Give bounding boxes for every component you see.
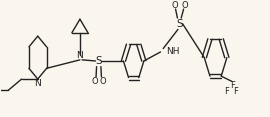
- Text: NH: NH: [166, 48, 180, 56]
- Text: S: S: [176, 19, 183, 29]
- Text: N: N: [34, 79, 41, 88]
- Text: N: N: [77, 51, 83, 60]
- Text: O: O: [99, 77, 106, 86]
- Text: F: F: [231, 81, 235, 90]
- Text: O: O: [92, 77, 98, 86]
- Text: O: O: [181, 1, 188, 10]
- Text: S: S: [95, 56, 102, 66]
- Text: F: F: [233, 87, 238, 96]
- Text: O: O: [171, 1, 178, 10]
- Text: F: F: [224, 87, 229, 96]
